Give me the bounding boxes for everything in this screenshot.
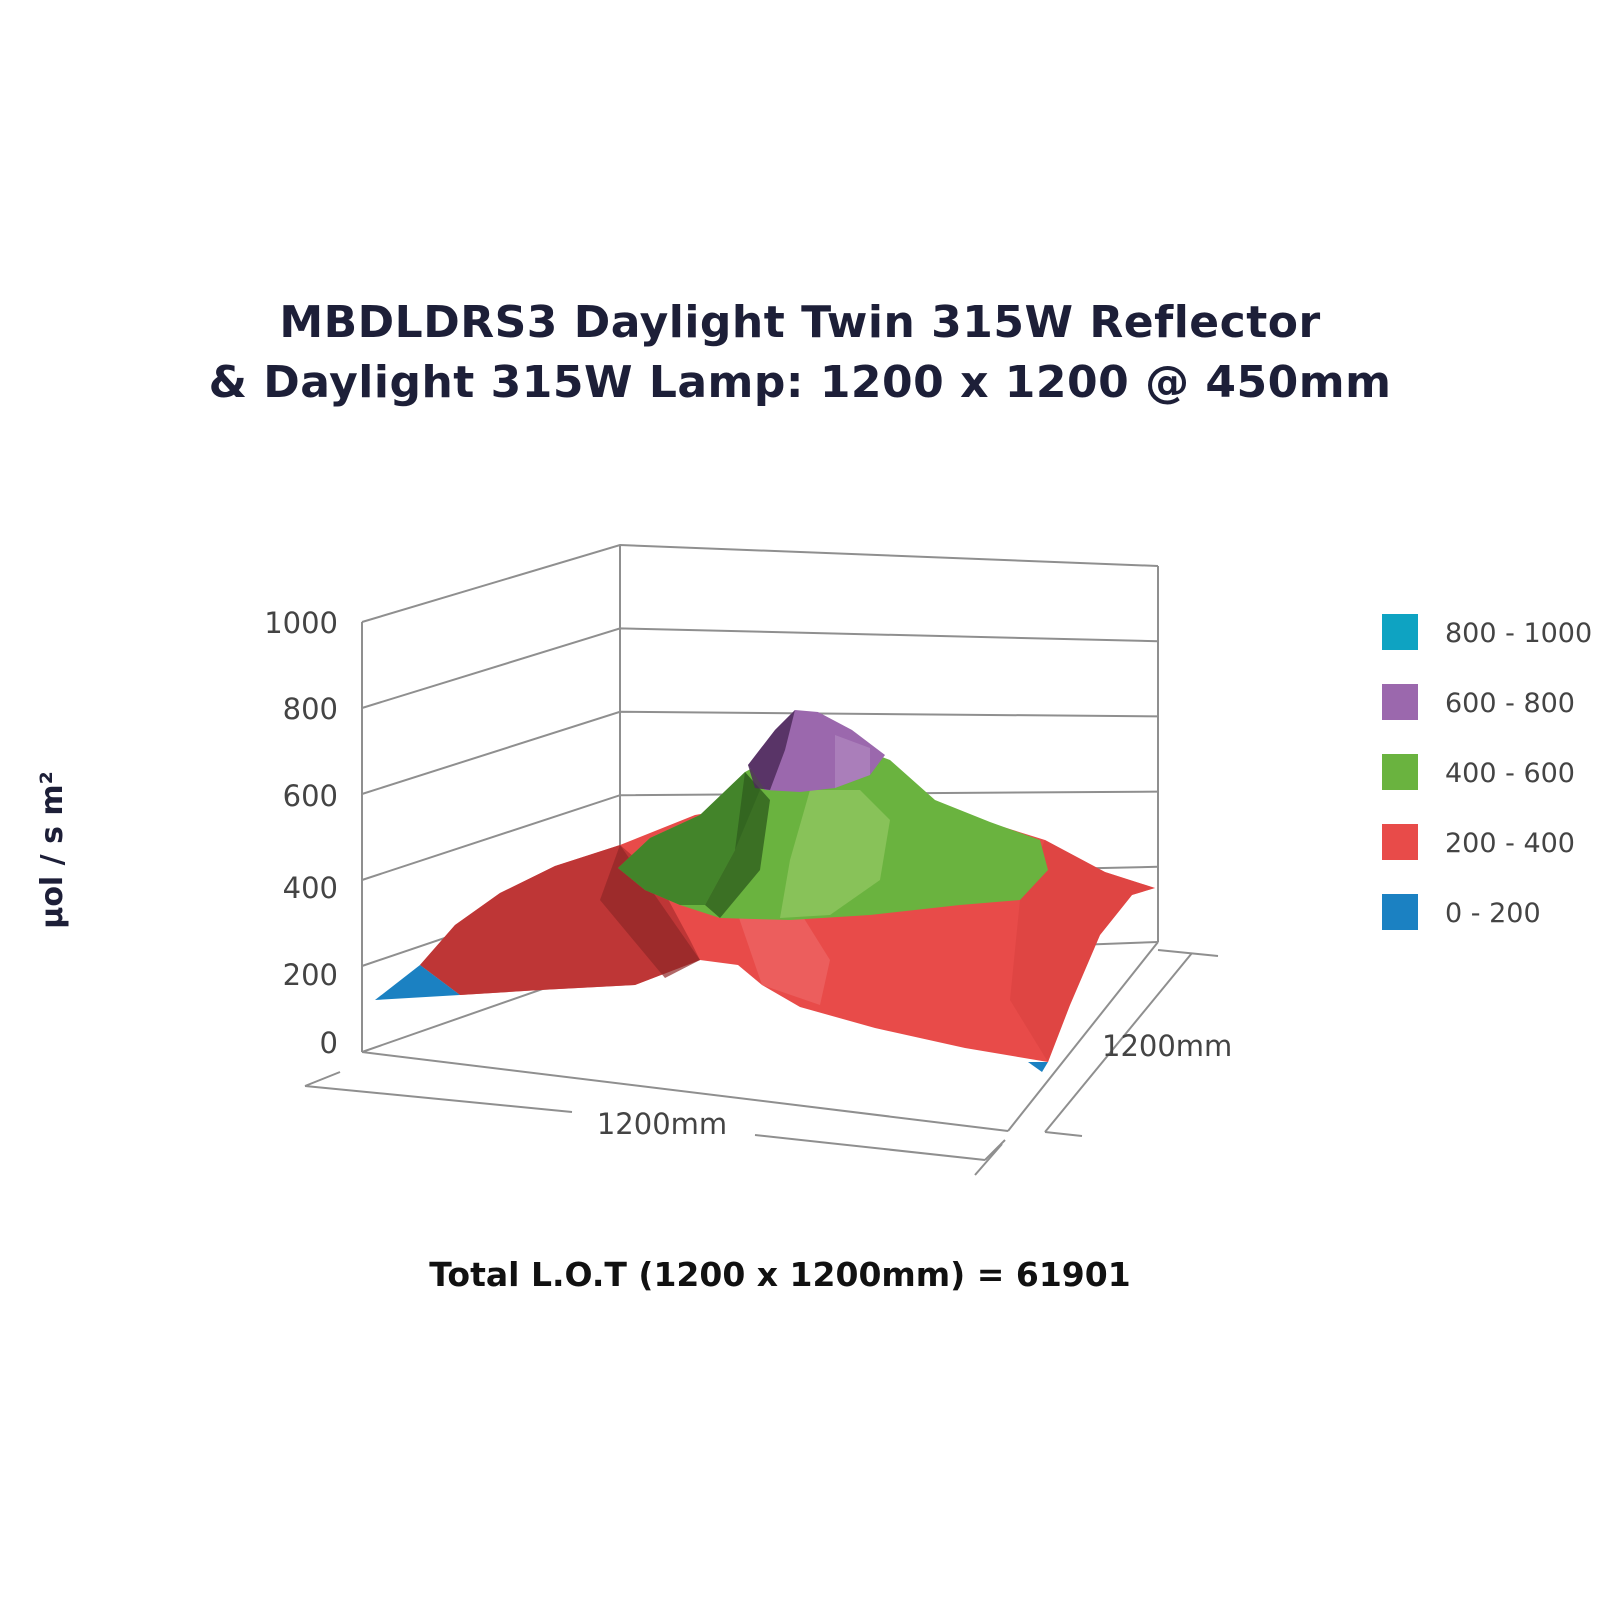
- legend-label-600-800: 600 - 800: [1445, 688, 1575, 719]
- legend-swatch-800-1000: [1382, 614, 1418, 650]
- surface-shade-green-left: [618, 772, 760, 905]
- z-gridline-600: [361, 710, 1159, 795]
- z-tick-200: 200: [283, 958, 338, 992]
- floor-right-edge: [1007, 941, 1159, 1132]
- legend-label-200-400: 200 - 400: [1445, 828, 1575, 859]
- depth-axis-label: 1200mm: [1102, 1029, 1232, 1063]
- x-axis-tick-right-2: [974, 1143, 1003, 1176]
- depth-axis-tick-bottom: [1044, 1131, 1083, 1137]
- legend-label-400-600: 400 - 600: [1445, 758, 1575, 789]
- surface-shade-purple: [748, 710, 795, 790]
- x-axis-tick-left: [304, 1071, 341, 1087]
- z-tick-800: 800: [283, 692, 338, 726]
- legend-swatch-400-600: [1382, 754, 1418, 790]
- surface-facet-purple-light: [835, 735, 870, 788]
- x-axis-label: 1200mm: [597, 1107, 727, 1141]
- chart-title-line-2: & Daylight 315W Lamp: 1200 x 1200 @ 450m…: [208, 357, 1392, 408]
- legend-swatch-200-400: [1382, 824, 1418, 860]
- total-lot-footer: Total L.O.T (1200 x 1200mm) = 61901: [429, 1255, 1131, 1294]
- legend-swatch-0-200: [1382, 894, 1418, 930]
- x-axis-line-segment-2: [754, 1134, 986, 1161]
- surface-region-0-200-left: [375, 965, 460, 1000]
- legend: 800 - 1000 600 - 800 400 - 600 200 - 400…: [1382, 614, 1592, 930]
- floor-front-edge: [361, 1051, 1009, 1132]
- legend-swatch-600-800: [1382, 684, 1418, 720]
- y-axis-label: µol / s m²: [35, 771, 70, 929]
- surface-region-0-200-right: [1028, 1062, 1048, 1072]
- floor-axes: [304, 941, 1219, 1176]
- x-axis-tick-right: [984, 1139, 1006, 1161]
- z-tick-600: 600: [283, 779, 338, 813]
- z-tick-labels: 0 200 400 600 800 1000: [264, 606, 338, 1060]
- depth-axis-tick-top: [1157, 949, 1219, 957]
- z-tick-1000: 1000: [264, 606, 338, 640]
- surface-shade-crease: [600, 845, 700, 978]
- surface-facet-right: [1010, 840, 1155, 1062]
- legend-label-0-200: 0 - 200: [1445, 898, 1541, 929]
- x-axis-line-segment-1: [304, 1085, 573, 1113]
- surface-facet-green-light: [780, 790, 890, 918]
- z-gridline-400: [361, 790, 1159, 881]
- light-surface: [375, 710, 1155, 1072]
- z-gridline-800: [361, 627, 1159, 709]
- z-tick-0: 0: [320, 1026, 338, 1060]
- z-tick-400: 400: [283, 871, 338, 905]
- chart-title-line-1: MBDLDRS3 Daylight Twin 315W Reflector: [279, 297, 1321, 348]
- surface-shade-green-crease: [705, 772, 770, 918]
- z-gridline-1000: [361, 543, 1159, 623]
- legend-label-800-1000: 800 - 1000: [1445, 618, 1592, 649]
- depth-axis-line: [1044, 952, 1193, 1133]
- surface-facet-front: [738, 912, 830, 1005]
